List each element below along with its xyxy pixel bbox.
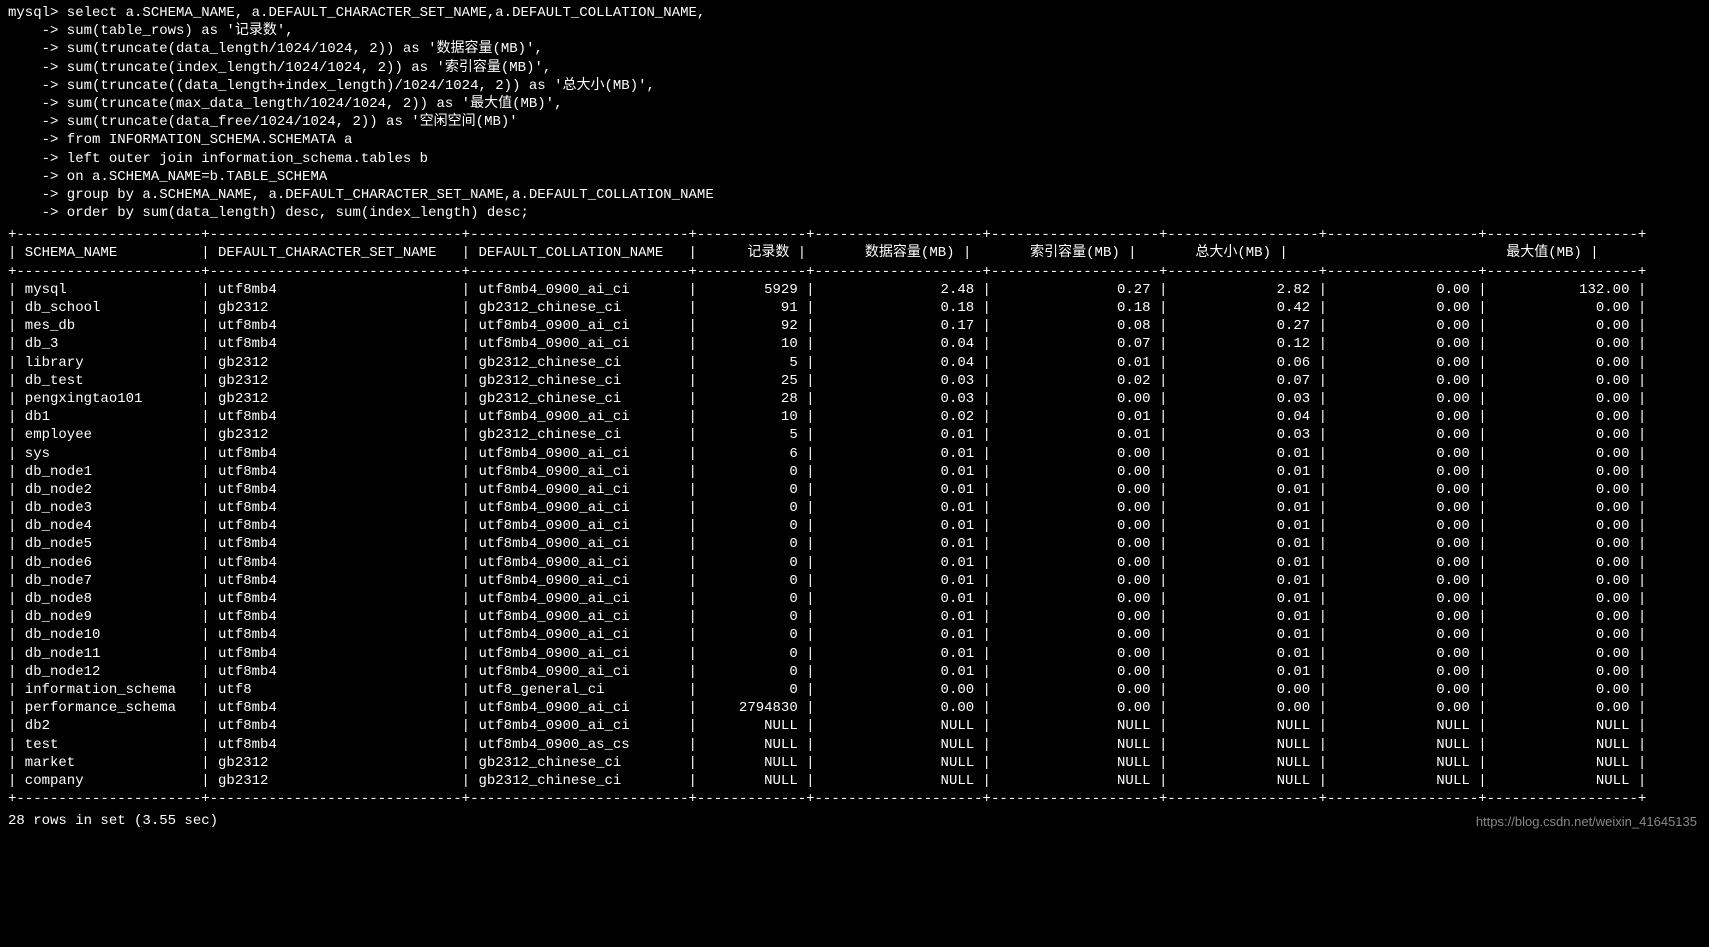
table-row: | db_node6 | utf8mb4 | utf8mb4_0900_ai_c… [8,554,1701,572]
table-row: | db_node9 | utf8mb4 | utf8mb4_0900_ai_c… [8,608,1701,626]
table-row: | mes_db | utf8mb4 | utf8mb4_0900_ai_ci … [8,317,1701,335]
table-row: | db_node10 | utf8mb4 | utf8mb4_0900_ai_… [8,626,1701,644]
table-row: | sys | utf8mb4 | utf8mb4_0900_ai_ci | 6… [8,445,1701,463]
watermark: https://blog.csdn.net/weixin_41645135 [1476,814,1697,831]
table-row: | db_node1 | utf8mb4 | utf8mb4_0900_ai_c… [8,463,1701,481]
table-divider: +----------------------+----------------… [8,226,1701,244]
query-line: -> sum(table_rows) as '记录数', [8,22,1701,40]
query-line: -> sum(truncate(max_data_length/1024/102… [8,95,1701,113]
query-line: -> sum(truncate(data_free/1024/1024, 2))… [8,113,1701,131]
table-row: | performance_schema | utf8mb4 | utf8mb4… [8,699,1701,717]
table-row: | pengxingtao101 | gb2312 | gb2312_chine… [8,390,1701,408]
table-row: | db_node8 | utf8mb4 | utf8mb4_0900_ai_c… [8,590,1701,608]
table-row: | db_school | gb2312 | gb2312_chinese_ci… [8,299,1701,317]
query-line: -> left outer join information_schema.ta… [8,150,1701,168]
table-row: | db_node11 | utf8mb4 | utf8mb4_0900_ai_… [8,645,1701,663]
table-row: | library | gb2312 | gb2312_chinese_ci |… [8,354,1701,372]
query-line: -> group by a.SCHEMA_NAME, a.DEFAULT_CHA… [8,186,1701,204]
table-row: | db_node12 | utf8mb4 | utf8mb4_0900_ai_… [8,663,1701,681]
table-row: | information_schema | utf8 | utf8_gener… [8,681,1701,699]
table-row: | db_3 | utf8mb4 | utf8mb4_0900_ai_ci | … [8,335,1701,353]
table-row: | company | gb2312 | gb2312_chinese_ci |… [8,772,1701,790]
result-table: +----------------------+----------------… [8,226,1701,808]
query-line: mysql> select a.SCHEMA_NAME, a.DEFAULT_C… [8,4,1701,22]
table-divider: +----------------------+----------------… [8,263,1701,281]
table-row: | db_node2 | utf8mb4 | utf8mb4_0900_ai_c… [8,481,1701,499]
table-row: | test | utf8mb4 | utf8mb4_0900_as_cs | … [8,736,1701,754]
sql-query-block: mysql> select a.SCHEMA_NAME, a.DEFAULT_C… [8,4,1701,222]
table-row: | mysql | utf8mb4 | utf8mb4_0900_ai_ci |… [8,281,1701,299]
result-footer: 28 rows in set (3.55 sec) [8,812,1701,830]
query-line: -> order by sum(data_length) desc, sum(i… [8,204,1701,222]
table-row: | employee | gb2312 | gb2312_chinese_ci … [8,426,1701,444]
table-row: | market | gb2312 | gb2312_chinese_ci | … [8,754,1701,772]
query-line: -> from INFORMATION_SCHEMA.SCHEMATA a [8,131,1701,149]
table-row: | db1 | utf8mb4 | utf8mb4_0900_ai_ci | 1… [8,408,1701,426]
table-row: | db_test | gb2312 | gb2312_chinese_ci |… [8,372,1701,390]
query-line: -> on a.SCHEMA_NAME=b.TABLE_SCHEMA [8,168,1701,186]
table-row: | db_node4 | utf8mb4 | utf8mb4_0900_ai_c… [8,517,1701,535]
query-line: -> sum(truncate((data_length+index_lengt… [8,77,1701,95]
table-divider: +----------------------+----------------… [8,790,1701,808]
query-line: -> sum(truncate(data_length/1024/1024, 2… [8,40,1701,58]
table-header: | SCHEMA_NAME | DEFAULT_CHARACTER_SET_NA… [8,244,1701,262]
table-row: | db_node5 | utf8mb4 | utf8mb4_0900_ai_c… [8,535,1701,553]
table-row: | db_node7 | utf8mb4 | utf8mb4_0900_ai_c… [8,572,1701,590]
table-row: | db2 | utf8mb4 | utf8mb4_0900_ai_ci | N… [8,717,1701,735]
table-row: | db_node3 | utf8mb4 | utf8mb4_0900_ai_c… [8,499,1701,517]
query-line: -> sum(truncate(index_length/1024/1024, … [8,59,1701,77]
